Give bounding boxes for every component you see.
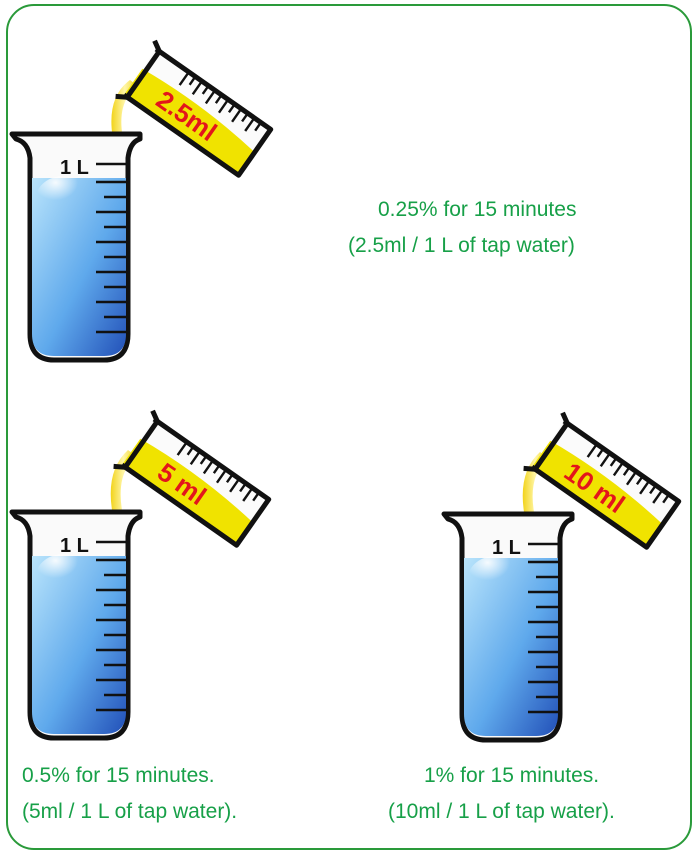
beaker-1: 1 L bbox=[12, 134, 140, 360]
caption-1-line-2: (2.5ml / 1 L of tap water) bbox=[348, 234, 575, 257]
beaker-2: 1 L bbox=[12, 512, 140, 738]
caption-2-line-2: (5ml / 1 L of tap water). bbox=[22, 800, 238, 823]
beaker-label-3: 1 L bbox=[492, 537, 521, 559]
measuring-cylinder-1: 2.5ml bbox=[116, 41, 275, 180]
pour-stream-1 bbox=[111, 80, 138, 132]
beaker-3: 1 L bbox=[444, 514, 572, 740]
panel-2: 1 L 5 ml bbox=[12, 411, 272, 738]
beaker-label-2: 1 L bbox=[60, 535, 89, 557]
panel-3: 1 L 10 ml bbox=[444, 413, 682, 740]
beaker-label-1: 1 L bbox=[60, 157, 89, 179]
caption-3-line-2: (10ml / 1 L of tap water). bbox=[388, 800, 615, 823]
caption-1-line-1: 0.25% for 15 minutes bbox=[378, 198, 577, 221]
measuring-cylinder-2: 5 ml bbox=[114, 411, 273, 550]
panel-1: 1 L 2.5ml bbox=[12, 41, 274, 360]
caption-3-line-1: 1% for 15 minutes. bbox=[424, 764, 600, 787]
caption-2-line-1: 0.5% for 15 minutes. bbox=[22, 764, 215, 787]
